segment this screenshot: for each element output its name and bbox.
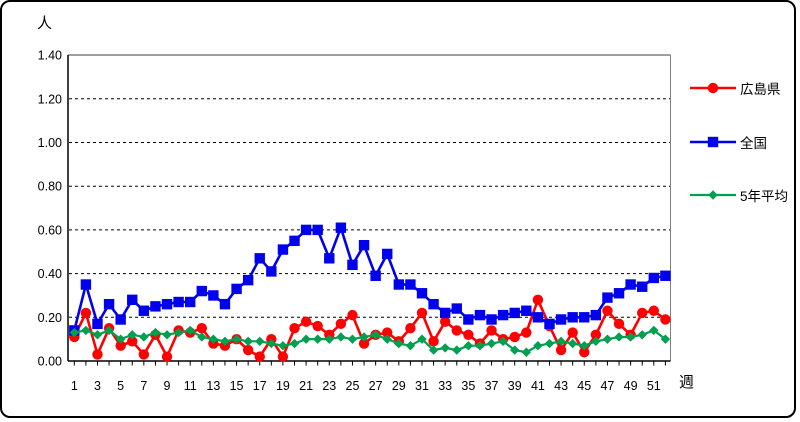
svg-text:1: 1 — [71, 379, 78, 393]
svg-text:31: 31 — [415, 379, 429, 393]
svg-text:33: 33 — [438, 379, 452, 393]
svg-text:19: 19 — [276, 379, 290, 393]
svg-text:17: 17 — [253, 379, 267, 393]
svg-text:21: 21 — [299, 379, 313, 393]
svg-text:15: 15 — [230, 379, 244, 393]
legend-blue-square-icon — [690, 136, 736, 148]
svg-text:11: 11 — [184, 379, 197, 393]
svg-text:0.60: 0.60 — [38, 223, 62, 237]
svg-text:9: 9 — [164, 379, 171, 393]
legend-label-5yr-average: 5年平均 — [740, 189, 789, 204]
svg-text:7: 7 — [140, 379, 147, 393]
svg-text:43: 43 — [554, 379, 568, 393]
svg-text:0.00: 0.00 — [38, 355, 62, 369]
svg-text:23: 23 — [322, 379, 336, 393]
svg-text:49: 49 — [624, 379, 638, 393]
svg-text:37: 37 — [485, 379, 499, 393]
svg-text:51: 51 — [647, 379, 661, 393]
legend-item-hiroshima: 広島県 — [690, 79, 781, 97]
svg-text:3: 3 — [94, 379, 101, 393]
svg-text:25: 25 — [346, 379, 360, 393]
svg-text:13: 13 — [206, 379, 220, 393]
x-axis-unit-label: 週 — [679, 374, 695, 391]
svg-text:27: 27 — [369, 379, 383, 393]
legend-red-circle-icon — [690, 82, 736, 94]
svg-text:1.20: 1.20 — [38, 92, 62, 106]
svg-text:5: 5 — [117, 379, 124, 393]
svg-text:45: 45 — [577, 379, 591, 393]
legend-label-zenkoku: 全国 — [740, 136, 767, 151]
svg-text:1.40: 1.40 — [38, 49, 62, 63]
svg-text:0.80: 0.80 — [38, 180, 62, 194]
legend-label-hiroshima: 広島県 — [740, 82, 781, 97]
svg-text:1.00: 1.00 — [38, 136, 62, 150]
svg-text:41: 41 — [531, 379, 545, 393]
legend-item-5yr-average: 5年平均 — [690, 186, 788, 204]
legend-green-diamond-icon — [690, 190, 736, 200]
svg-text:29: 29 — [392, 379, 406, 393]
svg-text:0.20: 0.20 — [38, 311, 62, 325]
legend-item-zenkoku: 全国 — [690, 133, 767, 151]
y-axis-unit-label: 人 — [37, 15, 53, 32]
svg-text:35: 35 — [461, 379, 475, 393]
svg-text:0.40: 0.40 — [38, 267, 62, 281]
svg-text:39: 39 — [508, 379, 522, 393]
svg-text:47: 47 — [600, 379, 614, 393]
